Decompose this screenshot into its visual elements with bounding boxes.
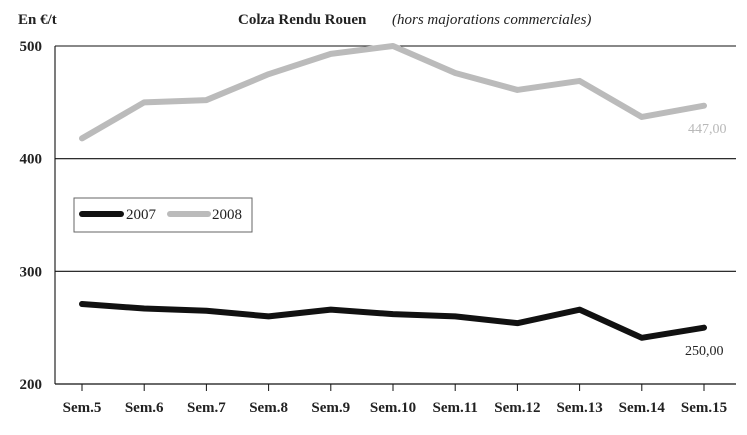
legend-label-2007: 2007 (126, 207, 157, 223)
chart-subtitle: (hors majorations commerciales) (392, 12, 591, 28)
y-tick-label-200: 200 (20, 377, 43, 393)
legend-label-2008: 2008 (212, 207, 242, 223)
x-tick-label-sem-11: Sem.11 (432, 400, 477, 416)
end-value-label-2007: 250,00 (685, 344, 724, 359)
legend-box (73, 197, 253, 233)
axis-layer: 200 300 400 500 Sem.5 Sem.6 Sem.7 Sem.8 Sem.9 Sem… (20, 39, 736, 416)
chart-title: Colza Rendu Rouen (238, 12, 367, 28)
x-tick-label-sem-7: Sem.7 (187, 400, 226, 416)
x-tick-label-sem-10: Sem.10 (370, 400, 416, 416)
legend: 2007 2008 (73, 197, 253, 233)
x-tick-label-sem-5: Sem.5 (63, 400, 102, 416)
label-layer: 250,00 447,00 (685, 122, 727, 359)
x-tick-label-sem-13: Sem.13 (556, 400, 602, 416)
series-layer (79, 43, 707, 341)
x-tick-label-sem-15: Sem.15 (681, 400, 727, 416)
x-tick-label-sem-6: Sem.6 (125, 400, 164, 416)
x-tick-label-sem-8: Sem.8 (249, 400, 288, 416)
x-tick-label-sem-14: Sem.14 (619, 400, 666, 416)
x-tick-label-sem-12: Sem.12 (494, 400, 540, 416)
chart-header: En €/t Colza Rendu Rouen (hors majoratio… (18, 12, 591, 28)
series-line-2007 (79, 301, 707, 341)
y-axis-unit-label: En €/t (18, 12, 57, 28)
x-tick-label-sem-9: Sem.9 (311, 400, 350, 416)
end-value-label-2008: 447,00 (688, 122, 727, 137)
y-tick-label-400: 400 (20, 152, 43, 168)
y-tick-label-300: 300 (20, 264, 43, 280)
y-tick-label-500: 500 (20, 39, 43, 55)
series-line-2008 (79, 43, 707, 142)
